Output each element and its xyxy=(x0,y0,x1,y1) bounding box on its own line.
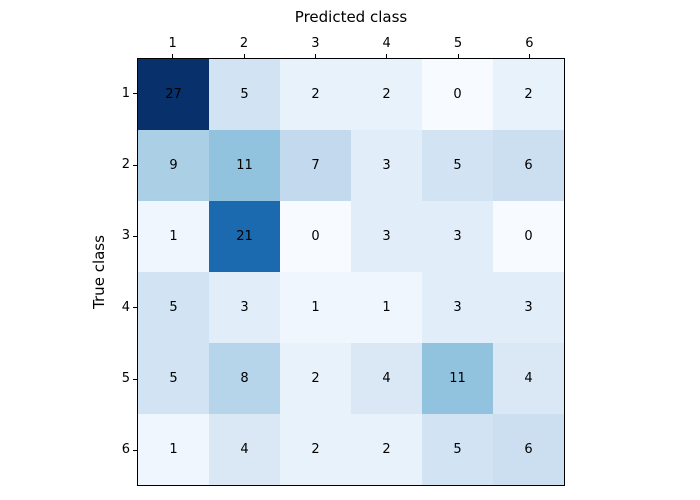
heatmap-cell: 0 xyxy=(280,201,351,272)
heatmap-cell: 5 xyxy=(422,130,493,201)
x-tick-label: 6 xyxy=(525,36,534,51)
heatmap-cell: 3 xyxy=(351,201,422,272)
heatmap-cell: 2 xyxy=(351,414,422,485)
x-tick-mark xyxy=(314,54,316,58)
heatmap-cell: 2 xyxy=(493,59,564,130)
heatmap-cell: 4 xyxy=(493,343,564,414)
heatmap-cell: 5 xyxy=(209,59,280,130)
heatmap-cell: 3 xyxy=(209,272,280,343)
heatmap-plot-area: 27 5 2 2 0 2 9 11 7 3 5 6 1 21 0 3 3 0 5 3 1 1 3 3 5 8 2 4 11 4 1 4 2 2 5 6 xyxy=(137,58,565,486)
x-tick-label: 5 xyxy=(453,36,463,51)
y-tick-label: 5 xyxy=(121,371,130,386)
x-tick-mark xyxy=(386,54,388,58)
y-tick-mark xyxy=(133,93,137,95)
heatmap-cell: 11 xyxy=(209,130,280,201)
y-tick-mark xyxy=(133,235,137,237)
y-tick-label: 1 xyxy=(121,85,130,101)
heatmap-cell: 1 xyxy=(280,272,351,343)
heatmap-cell: 5 xyxy=(138,272,209,343)
heatmap-cell: 2 xyxy=(351,59,422,130)
y-tick-label: 3 xyxy=(121,228,130,244)
heatmap-cell: 5 xyxy=(138,343,209,414)
heatmap-cell: 7 xyxy=(280,130,351,201)
heatmap-cell: 6 xyxy=(493,130,564,201)
y-tick-mark xyxy=(133,378,137,380)
x-tick-label: 4 xyxy=(382,36,391,51)
heatmap-cell: 11 xyxy=(422,343,493,414)
heatmap-cell: 0 xyxy=(493,201,564,272)
heatmap-cell: 9 xyxy=(138,130,209,201)
heatmap-cell: 3 xyxy=(493,272,564,343)
x-axis-title: Predicted class xyxy=(294,8,408,26)
y-tick-label: 6 xyxy=(121,442,130,458)
heatmap-cell: 5 xyxy=(422,414,493,485)
heatmap-cell: 21 xyxy=(209,201,280,272)
x-tick-mark xyxy=(172,54,174,58)
heatmap-cell: 1 xyxy=(138,414,209,485)
x-tick-label: 2 xyxy=(239,36,249,51)
heatmap-cell: 4 xyxy=(351,343,422,414)
x-tick-mark xyxy=(528,54,530,58)
x-tick-label: 1 xyxy=(168,36,177,51)
heatmap-cell: 1 xyxy=(138,201,209,272)
x-tick-mark xyxy=(243,54,245,58)
heatmap-cell: 27 xyxy=(138,59,209,130)
heatmap-cell: 6 xyxy=(493,414,564,485)
heatmap-cell: 2 xyxy=(280,343,351,414)
heatmap-cell: 3 xyxy=(351,130,422,201)
x-tick-mark xyxy=(457,54,459,58)
y-tick-mark xyxy=(133,449,137,451)
heatmap-cell: 2 xyxy=(280,414,351,485)
y-tick-mark xyxy=(133,307,137,309)
heatmap-cell: 2 xyxy=(280,59,351,130)
y-tick-label: 4 xyxy=(121,299,130,315)
heatmap-cell: 3 xyxy=(422,272,493,343)
heatmap-cell: 4 xyxy=(209,414,280,485)
heatmap-cell: 3 xyxy=(422,201,493,272)
x-tick-label: 3 xyxy=(311,36,320,51)
y-tick-label: 2 xyxy=(121,157,130,172)
heatmap-cell: 0 xyxy=(422,59,493,130)
y-tick-mark xyxy=(133,164,137,166)
heatmap-cell: 1 xyxy=(351,272,422,343)
heatmap-cell: 8 xyxy=(209,343,280,414)
